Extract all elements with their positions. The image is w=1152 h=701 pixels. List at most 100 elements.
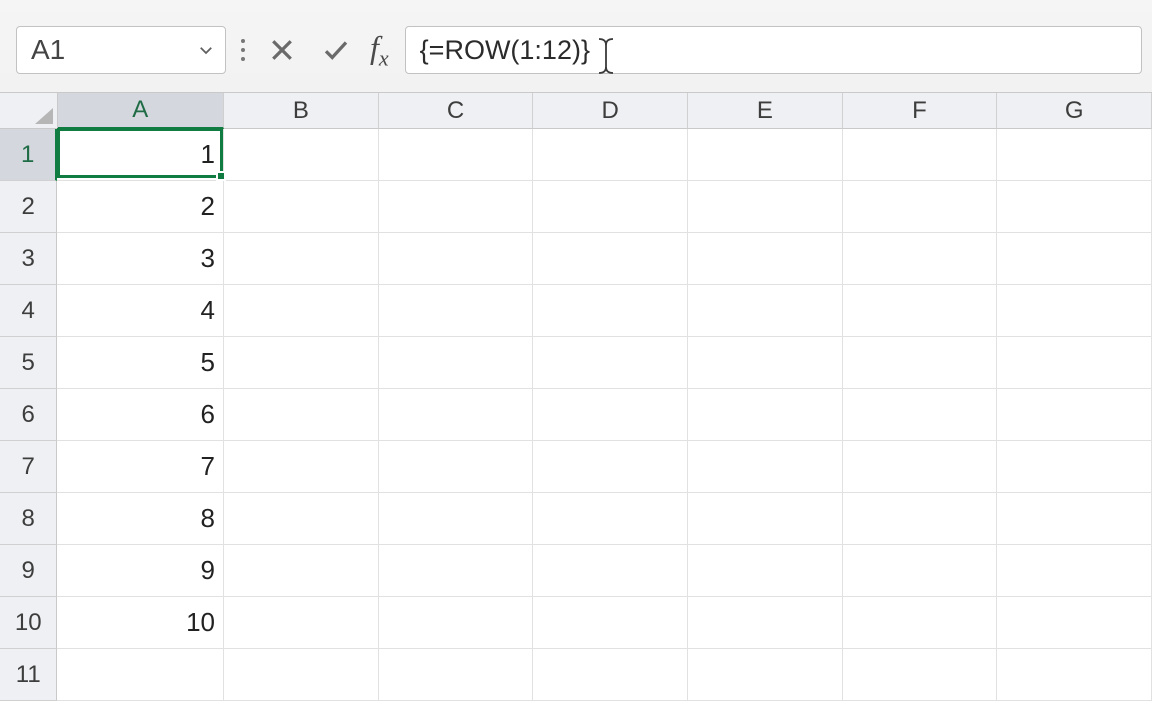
cell[interactable] (533, 389, 688, 441)
cell[interactable] (224, 597, 379, 649)
cell[interactable] (533, 597, 688, 649)
cell[interactable] (997, 493, 1152, 545)
cell[interactable] (843, 493, 998, 545)
column-header-D[interactable]: D (533, 93, 688, 129)
cell[interactable] (224, 233, 379, 285)
fx-button[interactable]: fx (368, 29, 395, 71)
cell[interactable] (997, 337, 1152, 389)
cell[interactable] (224, 389, 379, 441)
row-header-11[interactable]: 11 (0, 649, 57, 701)
row-header-7[interactable]: 7 (0, 441, 57, 493)
cell[interactable]: 3 (57, 233, 224, 285)
row-header-9[interactable]: 9 (0, 545, 57, 597)
cell[interactable] (533, 441, 688, 493)
cell[interactable] (379, 129, 534, 181)
cell[interactable] (688, 597, 843, 649)
cell[interactable]: 7 (57, 441, 224, 493)
cell[interactable] (688, 233, 843, 285)
cell[interactable] (224, 337, 379, 389)
cell[interactable] (379, 545, 534, 597)
cell[interactable] (843, 285, 998, 337)
cell[interactable] (688, 441, 843, 493)
row-header-3[interactable]: 3 (0, 233, 57, 285)
cell[interactable] (997, 649, 1152, 701)
row-header-6[interactable]: 6 (0, 389, 57, 441)
column-header-A[interactable]: A (58, 93, 225, 129)
cell[interactable] (688, 129, 843, 181)
vertical-dots-icon[interactable] (236, 39, 250, 61)
cell[interactable] (843, 233, 998, 285)
cell[interactable] (997, 545, 1152, 597)
cell[interactable]: 10 (57, 597, 224, 649)
cell[interactable] (533, 649, 688, 701)
cell[interactable] (57, 649, 224, 701)
formula-input[interactable]: {=ROW(1:12)} (405, 26, 1142, 74)
select-all-corner[interactable] (0, 93, 58, 129)
name-box[interactable]: A1 (16, 26, 226, 74)
chevron-down-icon[interactable] (197, 41, 215, 59)
cell[interactable] (533, 545, 688, 597)
row-header-8[interactable]: 8 (0, 493, 57, 545)
cell[interactable] (379, 285, 534, 337)
cell[interactable] (379, 181, 534, 233)
row-header-1[interactable]: 1 (0, 129, 57, 181)
cell[interactable]: 8 (57, 493, 224, 545)
row-header-5[interactable]: 5 (0, 337, 57, 389)
cell[interactable] (997, 233, 1152, 285)
cell[interactable] (843, 389, 998, 441)
column-header-C[interactable]: C (379, 93, 534, 129)
cell[interactable] (224, 441, 379, 493)
cell[interactable] (379, 493, 534, 545)
spreadsheet-grid[interactable]: ABCDEFG 112233445566778899101011 (0, 93, 1152, 648)
cell[interactable] (379, 649, 534, 701)
cell[interactable] (997, 441, 1152, 493)
cell[interactable] (379, 441, 534, 493)
cell[interactable] (843, 181, 998, 233)
cell[interactable] (997, 597, 1152, 649)
cell[interactable] (224, 285, 379, 337)
cell[interactable] (224, 649, 379, 701)
cell[interactable]: 6 (57, 389, 224, 441)
cell[interactable] (688, 493, 843, 545)
cell[interactable] (997, 389, 1152, 441)
cell[interactable] (688, 545, 843, 597)
cell[interactable] (843, 441, 998, 493)
cell[interactable] (688, 389, 843, 441)
cell[interactable] (688, 181, 843, 233)
cell[interactable] (533, 337, 688, 389)
cell[interactable] (688, 285, 843, 337)
cell[interactable] (224, 545, 379, 597)
cell[interactable] (843, 337, 998, 389)
cell[interactable] (224, 129, 379, 181)
enter-button[interactable] (314, 28, 358, 72)
cell[interactable] (997, 285, 1152, 337)
cell[interactable] (379, 337, 534, 389)
cell[interactable]: 5 (57, 337, 224, 389)
cell[interactable] (533, 493, 688, 545)
cell[interactable] (843, 129, 998, 181)
cancel-button[interactable] (260, 28, 304, 72)
column-header-G[interactable]: G (997, 93, 1152, 129)
row-header-10[interactable]: 10 (0, 597, 57, 649)
cell[interactable] (533, 285, 688, 337)
column-header-E[interactable]: E (688, 93, 843, 129)
cell[interactable] (997, 181, 1152, 233)
cell[interactable] (379, 597, 534, 649)
cell[interactable] (533, 233, 688, 285)
cell[interactable]: 9 (57, 545, 224, 597)
row-header-4[interactable]: 4 (0, 285, 57, 337)
cell[interactable] (533, 129, 688, 181)
cell[interactable] (843, 649, 998, 701)
cell[interactable] (688, 649, 843, 701)
cell[interactable]: 2 (57, 181, 224, 233)
cell[interactable] (843, 545, 998, 597)
cell[interactable] (224, 493, 379, 545)
cell[interactable]: 4 (57, 285, 224, 337)
row-header-2[interactable]: 2 (0, 181, 57, 233)
cell[interactable] (379, 389, 534, 441)
cell[interactable]: 1 (57, 129, 224, 181)
column-header-B[interactable]: B (224, 93, 379, 129)
column-header-F[interactable]: F (843, 93, 998, 129)
cell[interactable] (533, 181, 688, 233)
cell[interactable] (379, 233, 534, 285)
